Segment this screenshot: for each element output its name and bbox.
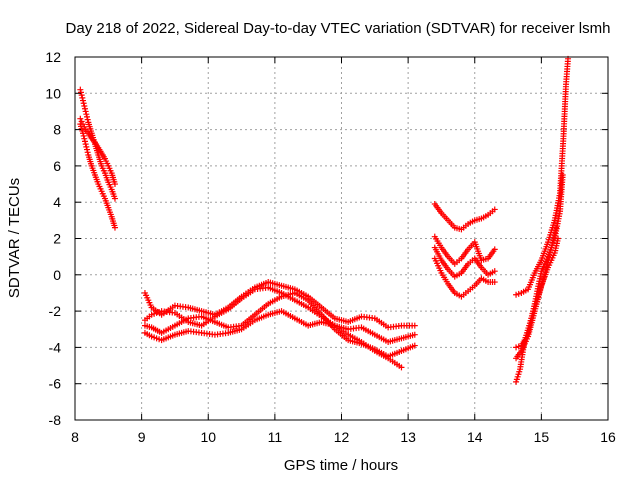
data-point	[83, 111, 90, 118]
data-point	[81, 105, 88, 112]
data-point	[79, 94, 86, 101]
data-point	[84, 116, 91, 123]
data-point	[111, 195, 118, 202]
y-tick-label: 4	[53, 194, 61, 210]
data-point	[81, 103, 88, 110]
y-tick-label: -6	[49, 376, 62, 392]
data-point	[81, 138, 88, 145]
y-tick-label: 2	[53, 231, 61, 247]
data-point	[83, 143, 90, 150]
data-point	[80, 132, 87, 139]
data-point	[515, 290, 522, 297]
data-point	[491, 279, 498, 286]
tick-labels: 8 9 10 11 12 13 14 15 16 -8 -6 -4 -2 0 2 4 6 8 10 12	[45, 49, 616, 445]
data-point	[78, 118, 85, 125]
chart-title: Day 218 of 2022, Sidereal Day-to-day VTE…	[66, 20, 611, 37]
data-point	[79, 130, 86, 137]
series-arc-13d	[431, 255, 498, 300]
y-axis-label: SDTVAR / TECUs	[6, 178, 23, 298]
series-arc-13c	[431, 244, 498, 280]
data-series	[77, 55, 572, 385]
data-point	[555, 235, 562, 242]
x-axis-label: GPS time / hours	[284, 457, 398, 474]
series-arc-8b	[77, 115, 118, 188]
series-arc-mid-4	[141, 308, 405, 371]
data-point	[81, 135, 88, 142]
x-tick-label: 16	[600, 429, 616, 445]
grid	[75, 57, 608, 420]
data-point	[491, 206, 498, 213]
series-arc-mid-3	[141, 289, 418, 360]
data-point	[398, 364, 405, 371]
y-tick-label: 8	[53, 122, 61, 138]
x-tick-label: 9	[138, 429, 146, 445]
data-point	[559, 171, 566, 178]
series-arc-13a	[431, 201, 498, 233]
y-tick-label: 10	[45, 85, 61, 101]
data-point	[111, 224, 118, 231]
y-tick-label: -2	[49, 303, 62, 319]
data-point	[491, 268, 498, 275]
series-arc-8c	[77, 121, 118, 231]
data-point	[84, 149, 91, 156]
x-tick-label: 12	[334, 429, 350, 445]
x-tick-label: 15	[534, 429, 550, 445]
data-point	[411, 322, 418, 329]
x-tick-label: 14	[467, 429, 483, 445]
data-point	[77, 89, 84, 96]
series-arc-13b	[431, 233, 498, 267]
data-point	[82, 108, 89, 115]
series-arc-8a	[77, 86, 118, 202]
y-tick-label: 0	[53, 267, 61, 283]
y-tick-label: 6	[53, 158, 61, 174]
data-point	[491, 246, 498, 253]
x-tick-label: 13	[400, 429, 416, 445]
series-arc-15d	[513, 224, 560, 385]
series-arc-15a	[513, 55, 572, 298]
x-tick-label: 11	[268, 429, 283, 445]
data-point	[77, 115, 84, 122]
data-point	[79, 97, 86, 104]
data-point	[80, 100, 87, 107]
data-point	[411, 331, 418, 338]
y-tick-label: -4	[49, 339, 62, 355]
data-point	[77, 86, 84, 93]
data-point	[78, 92, 85, 99]
data-point	[553, 224, 560, 231]
y-tick-label: -8	[49, 412, 62, 428]
series-arc-15b	[513, 171, 566, 351]
data-point	[82, 141, 89, 148]
data-point	[513, 291, 520, 298]
data-point	[83, 146, 90, 153]
data-point	[513, 344, 520, 351]
data-point	[83, 113, 90, 120]
series-arc-mid-2	[141, 284, 418, 345]
axis-ticks	[74, 56, 609, 421]
y-tick-label: 12	[45, 49, 61, 65]
data-point	[111, 181, 118, 188]
data-point	[411, 342, 418, 349]
x-tick-label: 8	[71, 429, 79, 445]
x-tick-label: 10	[200, 429, 216, 445]
